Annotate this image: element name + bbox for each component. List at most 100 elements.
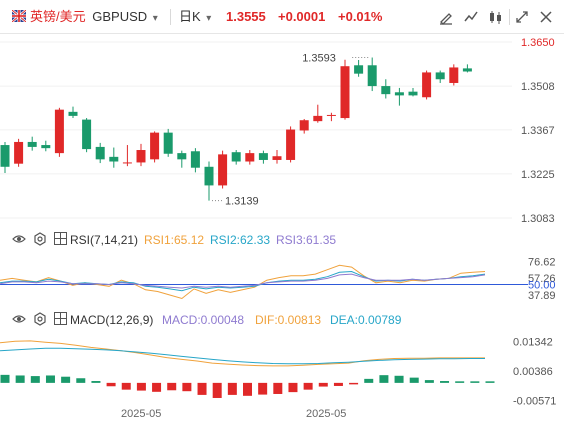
macd-bar	[485, 381, 495, 383]
candle	[109, 156, 119, 162]
rsi3-value: RSI3:61.35	[276, 233, 337, 247]
candle	[163, 132, 173, 154]
candle	[54, 109, 64, 154]
rsi-line-rsi1	[0, 264, 486, 300]
indicator-grid-button[interactable]	[54, 232, 67, 248]
macd-bar	[61, 376, 71, 383]
macd-bar	[45, 375, 55, 383]
symbol-name: 英镑/美元	[30, 9, 86, 24]
macd-header: MACD(12,26,9) MACD:0.00048 DIF:0.00813 D…	[0, 310, 564, 330]
settings-button[interactable]	[33, 232, 47, 249]
y-tick-label: 57.26	[528, 273, 556, 285]
candle	[190, 151, 200, 168]
visibility-toggle[interactable]	[12, 312, 26, 329]
macd-bar	[318, 382, 328, 387]
macd-bar	[455, 381, 465, 383]
macd-bar	[121, 382, 131, 390]
candle	[435, 72, 445, 80]
x-tick-label: 2025-05	[306, 408, 347, 420]
price-change: +0.0001	[278, 9, 326, 24]
macd-bar	[136, 382, 146, 391]
draw-tool-button[interactable]	[436, 8, 456, 26]
price-change-percent: +0.01%	[338, 9, 383, 24]
low-price-label: 1.3139	[225, 196, 259, 208]
candle	[367, 65, 377, 87]
macd-bar	[182, 382, 192, 392]
candle	[299, 120, 309, 131]
macd-bar	[303, 382, 313, 390]
divider	[170, 9, 171, 25]
macd-bar	[15, 375, 25, 383]
candle	[68, 111, 78, 116]
indicator-button[interactable]	[461, 8, 481, 26]
candle	[381, 86, 391, 95]
candle	[27, 141, 37, 147]
y-tick-label: -0.00571	[513, 395, 556, 407]
macd-bar	[333, 382, 343, 386]
candle	[313, 115, 323, 122]
indicator-grid-button[interactable]	[54, 312, 67, 328]
macd-bar	[0, 374, 10, 383]
close-icon	[540, 11, 552, 23]
x-axis: 2025-05 2025-05	[0, 408, 564, 429]
macd-bar	[30, 376, 40, 383]
candle	[122, 162, 132, 164]
x-tick-label: 2025-05	[121, 408, 162, 420]
visibility-toggle[interactable]	[12, 232, 26, 249]
candle	[449, 67, 459, 83]
price-chart[interactable]: 1.3650 1.3508 1.3367 1.3225 1.3083 1.3593 1.31…	[0, 34, 564, 228]
y-tick-label: 1.3083	[521, 213, 555, 225]
y-tick-label: 37.89	[528, 290, 556, 302]
candle	[286, 129, 296, 160]
candle	[408, 91, 418, 96]
dif-value: DIF:0.00813	[255, 313, 322, 327]
candle	[95, 146, 105, 160]
candle	[177, 153, 187, 160]
candle	[41, 145, 51, 149]
macd-bar	[273, 382, 283, 394]
candle	[326, 114, 336, 116]
macd-bar	[91, 381, 101, 383]
rsi-title: RSI(7,14,21)	[70, 233, 139, 247]
candle	[422, 72, 432, 98]
gear-icon	[34, 232, 46, 246]
candle	[258, 153, 268, 160]
high-price-label: 1.3593	[302, 53, 336, 65]
close-button[interactable]	[536, 8, 556, 26]
y-tick-label: 1.3508	[521, 81, 555, 93]
candle	[245, 153, 255, 162]
y-tick-label: 1.3650	[521, 37, 555, 49]
eye-icon	[12, 235, 26, 243]
dea-line	[0, 347, 485, 365]
candle-type-button[interactable]	[485, 8, 505, 26]
macd-bar	[152, 382, 162, 392]
symbol-selector[interactable]: 英镑/美元 GBPUSD ▾	[30, 9, 158, 27]
rsi-header: RSI(7,14,21) RSI1:65.12 RSI2:62.33 RSI3:…	[0, 230, 564, 250]
macd-bar	[243, 382, 252, 396]
settings-button[interactable]	[33, 312, 47, 329]
rsi2-value: RSI2:62.33	[210, 233, 271, 247]
macd-bar	[424, 380, 434, 383]
macd-bar	[379, 375, 389, 383]
fullscreen-button[interactable]	[512, 8, 532, 26]
divider	[509, 9, 510, 25]
y-tick-label: 1.3367	[521, 125, 555, 137]
macd-bar	[212, 382, 222, 398]
candle	[462, 68, 472, 72]
y-tick-label: 50.00	[528, 280, 556, 292]
chart-toolbar: 英镑/美元 GBPUSD ▾ 日K ▾ 1.3555 +0.0001 +0.01…	[0, 0, 564, 34]
candle	[82, 119, 92, 150]
macd-title: MACD(12,26,9)	[70, 313, 154, 327]
macd-bar	[76, 378, 86, 383]
candle	[231, 152, 241, 162]
candle	[204, 166, 214, 186]
macd-bar	[167, 382, 177, 391]
gear-icon	[34, 312, 46, 326]
dea-value: DEA:0.00789	[330, 313, 402, 327]
draw-tool-icon	[440, 13, 452, 25]
macd-chart[interactable]: 0.01342 0.00386 -0.00571	[0, 330, 564, 408]
last-price: 1.3555	[226, 9, 266, 24]
timeframe-selector[interactable]: 日K ▾	[179, 9, 211, 27]
indicator-icon	[464, 11, 478, 22]
